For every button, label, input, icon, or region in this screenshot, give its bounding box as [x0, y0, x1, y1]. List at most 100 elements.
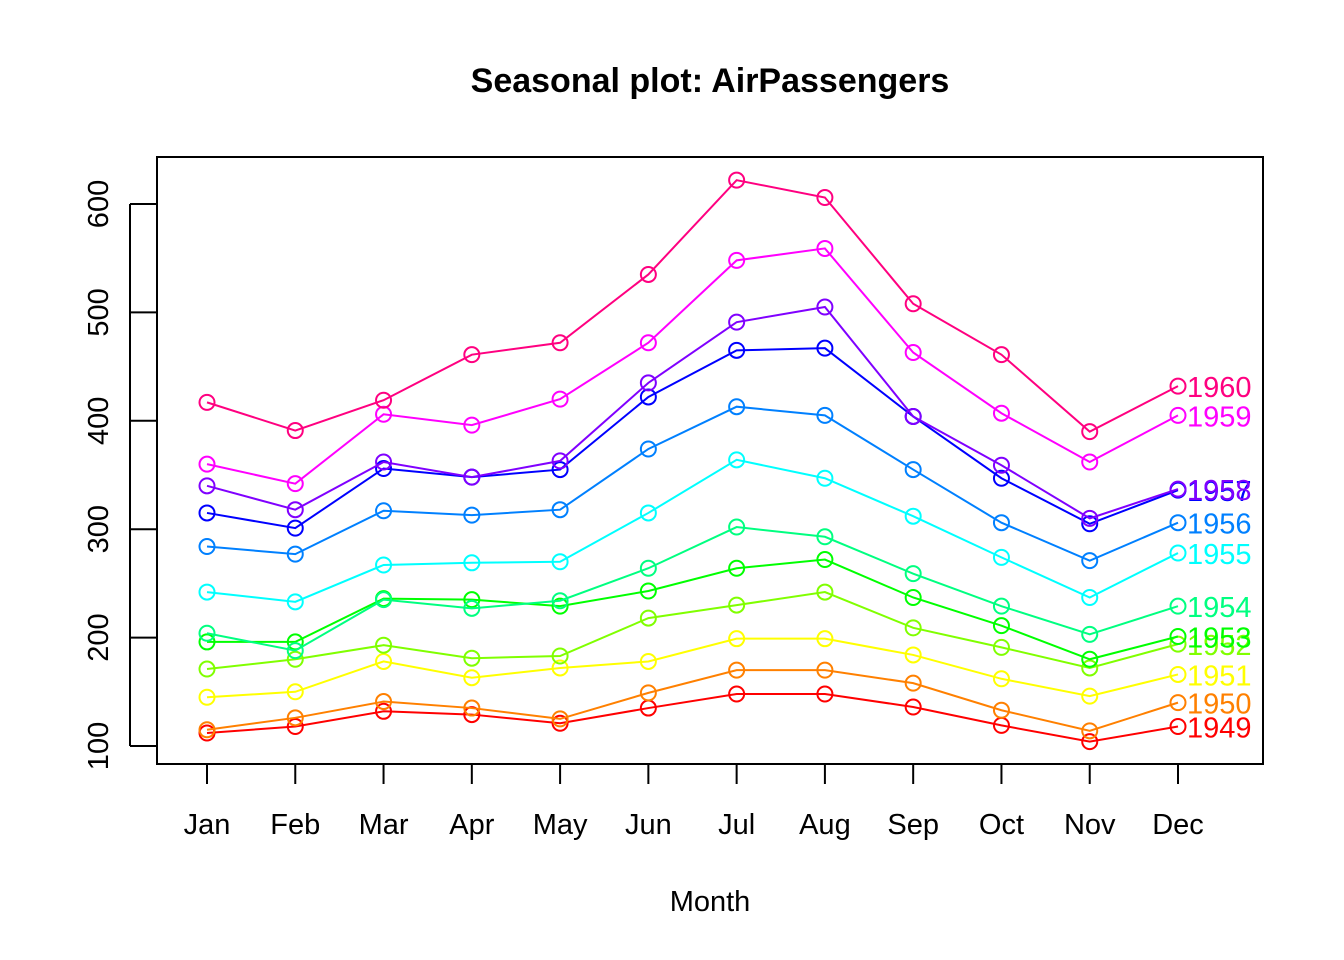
data-point — [639, 334, 657, 352]
data-point — [198, 624, 216, 642]
series-line — [206, 405, 1179, 562]
data-point — [816, 661, 834, 679]
data-point — [198, 477, 216, 495]
data-point — [816, 188, 834, 206]
series-label: 1956 — [1187, 509, 1252, 541]
data-point — [1169, 377, 1187, 395]
data-point — [463, 649, 481, 667]
series-layer — [198, 171, 1187, 751]
data-point — [1169, 480, 1187, 498]
series-line — [206, 458, 1179, 603]
series-line — [206, 247, 1179, 485]
data-point — [1081, 515, 1099, 533]
series-line — [206, 179, 1179, 433]
series-1950 — [198, 661, 1187, 740]
data-point — [728, 630, 746, 648]
series-line — [207, 558, 1179, 661]
series-1955 — [198, 451, 1187, 611]
data-point — [198, 393, 216, 411]
data-point — [463, 591, 481, 609]
data-point — [1169, 406, 1187, 424]
data-point — [816, 239, 834, 257]
data-point — [992, 456, 1010, 474]
data-point — [992, 701, 1010, 719]
x-tick-label: Feb — [270, 809, 320, 841]
data-point — [286, 545, 304, 563]
data-point — [1169, 544, 1187, 562]
chart-title: Seasonal plot: AirPassengers — [471, 62, 950, 100]
data-point — [375, 693, 393, 711]
data-point — [375, 502, 393, 520]
data-point — [198, 583, 216, 601]
data-point — [728, 313, 746, 331]
series-1956 — [198, 398, 1187, 570]
data-point — [992, 597, 1010, 615]
data-point — [551, 501, 569, 519]
data-point — [639, 652, 657, 670]
data-point — [816, 406, 834, 424]
data-point — [1081, 659, 1099, 677]
x-axis: Jan Feb Mar Apr May Jun Jul Aug Sep Oct Nov Dec — [184, 763, 1204, 841]
data-point — [904, 698, 922, 716]
data-point — [904, 461, 922, 479]
data-point — [639, 440, 657, 458]
data-point — [375, 591, 393, 609]
data-point — [904, 588, 922, 606]
x-tick-label: Apr — [449, 809, 494, 841]
x-tick-label: Aug — [799, 809, 851, 841]
y-tick-label: 500 — [83, 288, 115, 336]
data-point — [1169, 694, 1187, 712]
data-point — [816, 551, 834, 569]
x-tick-label: Jan — [184, 809, 231, 841]
data-point — [198, 455, 216, 473]
data-point — [992, 404, 1010, 422]
data-point — [904, 674, 922, 692]
data-point — [198, 633, 216, 651]
series-1958 — [198, 298, 1187, 527]
data-point — [286, 709, 304, 727]
series-1954 — [198, 518, 1187, 660]
data-point — [551, 461, 569, 479]
data-point — [816, 685, 834, 703]
data-point — [639, 559, 657, 577]
series-label: 1960 — [1187, 372, 1252, 404]
data-point — [639, 504, 657, 522]
data-point — [1081, 733, 1099, 751]
x-tick-label: May — [533, 809, 588, 841]
series-1953 — [198, 551, 1187, 668]
data-point — [816, 339, 834, 357]
data-point — [551, 710, 569, 728]
data-point — [639, 582, 657, 600]
data-point — [198, 538, 216, 556]
data-point — [286, 683, 304, 701]
data-point — [286, 650, 304, 668]
data-point — [286, 717, 304, 735]
series-1960 — [198, 171, 1187, 441]
data-point — [198, 660, 216, 678]
series-label: 1949 — [1187, 712, 1252, 744]
data-point — [463, 506, 481, 524]
data-point — [1169, 628, 1187, 646]
y-tick-label: 600 — [83, 180, 115, 228]
data-point — [639, 609, 657, 627]
series-line — [206, 347, 1179, 530]
data-point — [375, 702, 393, 720]
series-label: 1951 — [1187, 660, 1252, 692]
y-axis: 100 200 300 400 500 600 — [83, 180, 157, 770]
data-point — [551, 452, 569, 470]
data-point — [904, 619, 922, 637]
data-point — [992, 469, 1010, 487]
data-point — [1081, 650, 1099, 668]
data-point — [816, 583, 834, 601]
series-label: 1959 — [1187, 401, 1252, 433]
data-point — [286, 501, 304, 519]
data-point — [551, 334, 569, 352]
series-label: 1953 — [1187, 623, 1252, 655]
data-point — [992, 548, 1010, 566]
data-point — [1081, 509, 1099, 527]
series-line — [206, 669, 1179, 732]
data-point — [904, 407, 922, 425]
data-point — [992, 346, 1010, 364]
series-line — [206, 526, 1179, 652]
